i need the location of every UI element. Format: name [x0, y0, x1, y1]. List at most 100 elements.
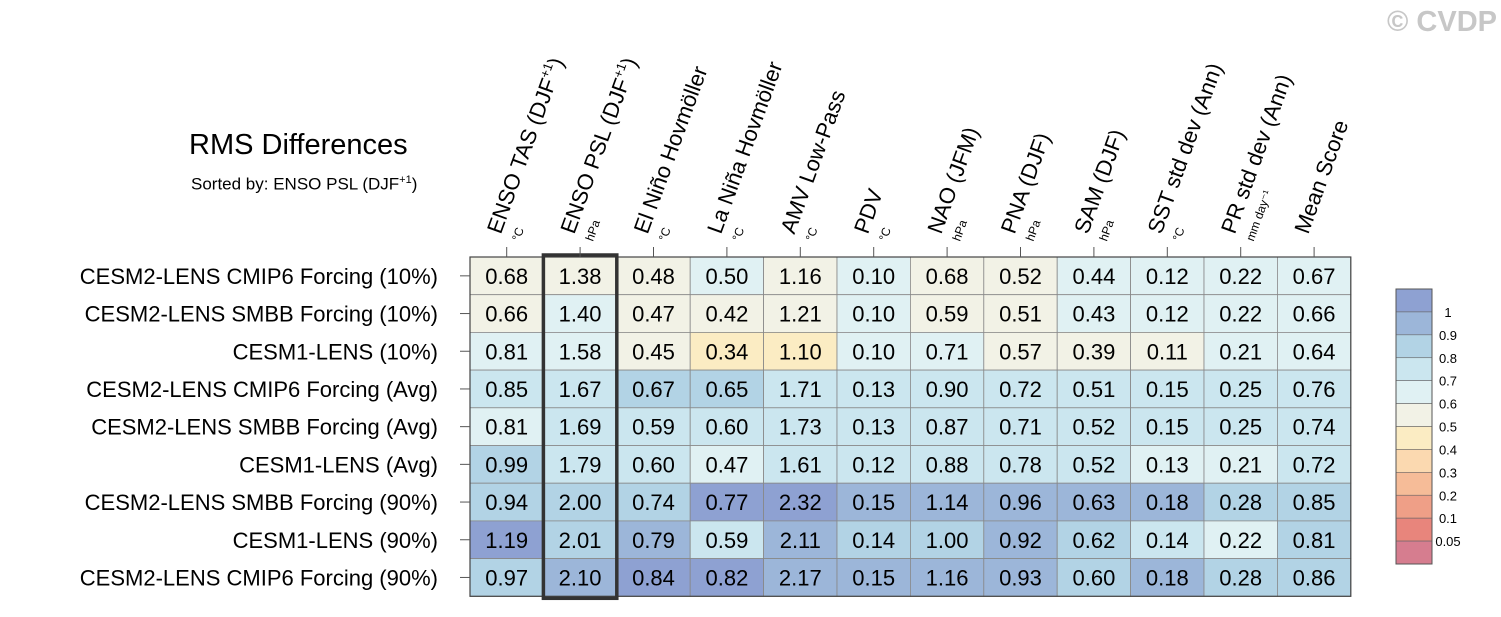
heatmap-cell	[1130, 331, 1205, 371]
cell-value-label: 0.13	[1146, 452, 1189, 477]
cell-value-label: 0.86	[1293, 565, 1336, 590]
cell-value-label: 0.52	[1072, 452, 1115, 477]
heatmap-cell	[1203, 558, 1278, 597]
cell-value-label: 0.71	[999, 415, 1042, 440]
heatmap-cell	[1277, 331, 1352, 371]
cell-value-label: 0.68	[485, 264, 528, 289]
column-header-label: SST std dev (Ann)	[1143, 60, 1228, 237]
cell-value-label: 1.16	[926, 565, 969, 590]
cell-value-label: 1.67	[559, 377, 602, 402]
column-header-label: SAM (DJF)	[1069, 126, 1130, 237]
legend-tick-label: 0.5	[1439, 420, 1457, 435]
legend-tick-label: 0.6	[1439, 397, 1457, 412]
heatmap-cell	[910, 520, 985, 560]
column-header-text: La Niña Hovmöller	[702, 58, 787, 237]
cell-value-label: 0.52	[999, 264, 1042, 289]
cell-value-label: 2.01	[559, 528, 602, 553]
column-unit-label: °C	[729, 225, 747, 243]
legend-tick-label: 0.9	[1439, 328, 1457, 343]
cell-value-label: 0.44	[1072, 264, 1115, 289]
heatmap-cell	[983, 331, 1058, 371]
legend-swatch	[1395, 540, 1433, 565]
heatmap-cell	[983, 558, 1058, 597]
cell-value-label: 2.10	[559, 565, 602, 590]
heatmap-cell	[1130, 558, 1205, 597]
column-unit-label: hPa	[1096, 218, 1117, 243]
cell-value-label: 0.60	[705, 415, 748, 440]
cell-value-label: 0.87	[926, 415, 969, 440]
cell-value-label: 1.79	[559, 452, 602, 477]
cell-value-label: 1.16	[779, 264, 822, 289]
heatmap-cell	[1130, 407, 1205, 446]
column-header-text: El Niño Hovmöller	[629, 63, 713, 237]
heatmap-cell	[616, 482, 691, 522]
column-header-text: ENSO PSL (DJF	[555, 75, 634, 237]
heatmap-cell	[469, 407, 544, 446]
row-label: CESM1-LENS (10%)	[233, 339, 438, 364]
cell-value-label: 0.21	[1219, 452, 1262, 477]
row-label: CESM2-LENS CMIP6 Forcing (90%)	[80, 565, 438, 590]
cell-value-label: 1.21	[779, 302, 822, 327]
cell-value-label: 0.85	[1293, 490, 1336, 515]
cell-value-label: 0.57	[999, 339, 1042, 364]
cell-value-label: 0.13	[852, 415, 895, 440]
column-header-label: ENSO TAS (DJF+1)	[481, 54, 569, 237]
column-header-label: ENSO PSL (DJF+1)	[554, 54, 642, 237]
column-header-text: ENSO TAS (DJF	[482, 75, 561, 237]
legend-tick-label: 0.7	[1439, 374, 1457, 389]
cell-value-label: 0.68	[926, 264, 969, 289]
cell-value-label: 0.52	[1072, 415, 1115, 440]
cell-value-label: 0.12	[1146, 264, 1189, 289]
cell-value-label: 1.14	[926, 490, 969, 515]
heatmap-cell	[1203, 520, 1278, 560]
heatmap-cell	[1130, 294, 1205, 333]
cell-value-label: 1.38	[559, 264, 602, 289]
legend-swatch	[1395, 288, 1433, 313]
column-unit-label: hPa	[583, 218, 604, 243]
legend-frame	[1395, 288, 1433, 565]
column-unit-label: hPa	[1023, 218, 1044, 243]
cell-value-label: 0.90	[926, 377, 969, 402]
cell-value-label: 1.00	[926, 528, 969, 553]
cell-value-label: 0.79	[632, 528, 675, 553]
heatmap-cell	[763, 407, 838, 446]
legend-swatch	[1395, 357, 1433, 381]
cell-value-label: 1.71	[779, 377, 822, 402]
cell-value-label: 0.51	[1072, 377, 1115, 402]
cell-value-label: 0.51	[999, 302, 1042, 327]
legend-swatch	[1395, 472, 1433, 496]
column-header-label: PNA (DJF)	[996, 129, 1055, 236]
heatmap-cell	[1130, 369, 1205, 409]
row-label: CESM2-LENS SMBB Forcing (Avg)	[91, 415, 438, 440]
cell-value-label: 0.60	[632, 452, 675, 477]
heatmap-cell	[543, 331, 618, 371]
cell-value-label: 0.85	[485, 377, 528, 402]
cell-value-label: 0.77	[705, 490, 748, 515]
legend-swatch	[1395, 426, 1433, 450]
column-header-superscript: +1	[537, 61, 556, 80]
legend-swatch	[1395, 517, 1433, 542]
cell-value-label: 0.84	[632, 565, 675, 590]
heatmap-cell	[836, 445, 911, 484]
cell-value-label: 1.69	[559, 415, 602, 440]
cell-value-label: 0.25	[1219, 415, 1262, 440]
heatmap-cell	[1277, 445, 1352, 484]
cell-value-label: 0.66	[485, 302, 528, 327]
row-label: CESM2-LENS SMBB Forcing (90%)	[85, 490, 438, 515]
cell-value-label: 0.42	[705, 302, 748, 327]
heatmap-cell	[689, 256, 765, 296]
heatmap-cell	[910, 445, 985, 484]
cell-value-label: 1.40	[559, 302, 602, 327]
cvdp-watermark: © CVDP	[1387, 6, 1497, 38]
heatmap-cell	[469, 558, 544, 597]
heatmap-cell	[1056, 407, 1131, 446]
heatmap-cell	[689, 445, 765, 484]
cell-value-label: 0.81	[1293, 528, 1336, 553]
column-header-label: El Niño Hovmöller	[629, 63, 713, 237]
column-header-text: PNA (DJF)	[996, 129, 1055, 236]
heatmap-cell	[1130, 256, 1205, 296]
row-label: CESM2-LENS SMBB Forcing (10%)	[85, 302, 438, 327]
cell-value-label: 0.74	[1293, 415, 1336, 440]
cell-value-label: 0.47	[705, 452, 748, 477]
